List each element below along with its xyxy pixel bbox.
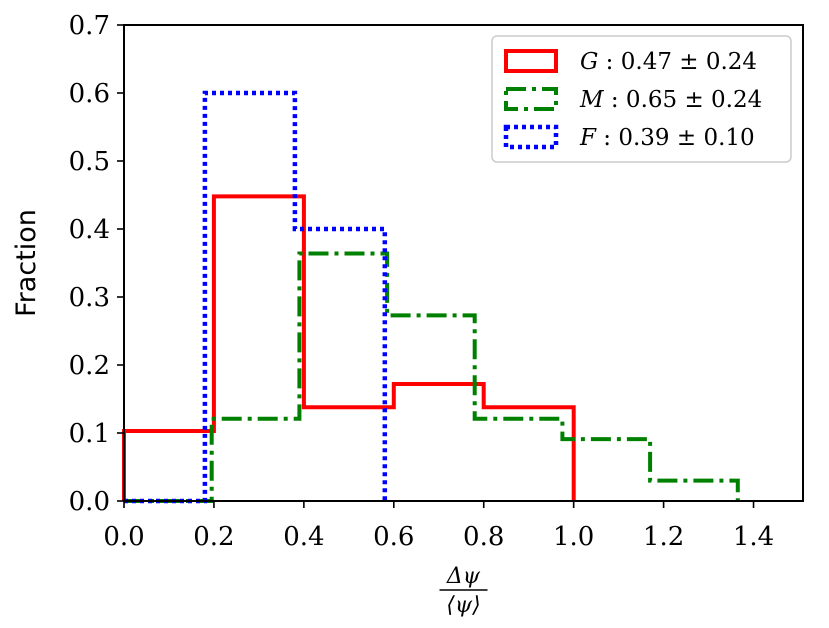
x-tick-label: 0.4 <box>283 522 324 552</box>
axes-frame <box>123 24 804 502</box>
y-tick-label: 0.5 <box>69 147 110 177</box>
x-tick-label: 1.4 <box>733 522 774 552</box>
legend-label-m: M : 0.65 ± 0.24 <box>579 87 762 113</box>
legend-symbol: M <box>579 87 605 113</box>
y-axis-label: Fraction <box>11 209 42 317</box>
y-tick-label: 0.0 <box>69 487 110 517</box>
legend-value: : 0.39 ± 0.10 <box>596 125 755 151</box>
legend-handle-f <box>503 124 559 150</box>
legend-frame <box>491 35 792 163</box>
legend-symbol: G <box>580 49 598 75</box>
y-tick-label: 0.6 <box>69 79 110 109</box>
x-axis-label: Δψ ⟨ψ⟩ <box>439 564 488 618</box>
legend-handle-g <box>504 49 558 73</box>
x-tick-label: 1.0 <box>553 522 594 552</box>
y-tick-label: 0.3 <box>69 283 110 313</box>
legend-symbol: F <box>579 125 597 151</box>
y-tick-label: 0.4 <box>69 215 110 245</box>
y-tick-label: 0.7 <box>69 11 110 41</box>
series-g-histogram <box>122 194 576 501</box>
series-m-histogram <box>124 251 740 503</box>
y-axis: 0.0 0.1 0.2 0.3 0.4 0.5 0.6 0.7 <box>69 11 124 517</box>
x-tick-label: 0.2 <box>193 522 234 552</box>
legend-value: : 0.47 ± 0.24 <box>598 49 757 75</box>
series-f-histogram <box>124 90 388 504</box>
legend: G : 0.47 ± 0.24 M : 0.65 ± 0.24 F : 0.39 ±… <box>491 35 792 163</box>
x-tick-label: 1.2 <box>643 522 684 552</box>
x-axis-label-numerator: Δψ <box>446 564 481 589</box>
x-tick-label: 0.6 <box>373 522 414 552</box>
y-tick-label: 0.1 <box>69 419 110 449</box>
x-axis: 0.0 0.2 0.4 0.6 0.8 1.0 1.2 1.4 <box>103 501 774 552</box>
y-tick-label: 0.2 <box>69 351 110 381</box>
legend-label-g: G : 0.47 ± 0.24 <box>580 49 757 75</box>
legend-label-f: F : 0.39 ± 0.10 <box>579 125 755 151</box>
x-axis-label-denominator: ⟨ψ⟩ <box>446 593 480 618</box>
x-tick-label: 0.8 <box>463 522 504 552</box>
x-tick-label: 0.0 <box>103 522 144 552</box>
legend-value: : 0.65 ± 0.24 <box>604 87 763 113</box>
